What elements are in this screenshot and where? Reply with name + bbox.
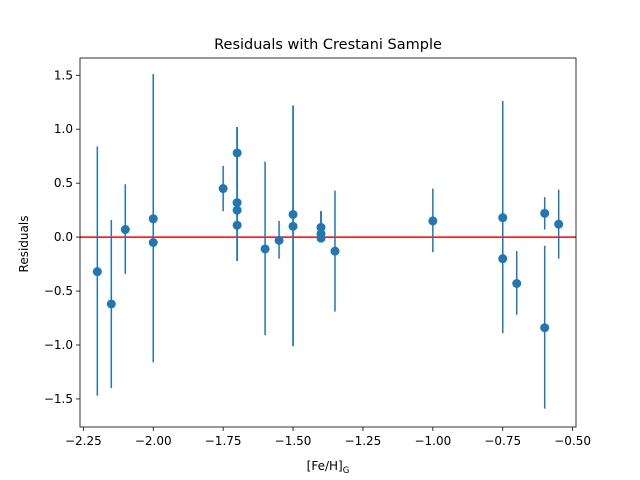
data-point-23 [540, 323, 550, 333]
x-axis-label: [Fe/H]G [307, 459, 350, 476]
x-tick-label-7: −0.50 [554, 434, 591, 448]
data-point-18 [428, 216, 438, 226]
data-point-13 [288, 221, 298, 231]
y-tick-label-1: −1.0 [44, 338, 73, 352]
axes-frame [79, 57, 577, 428]
x-tick-label-3: −1.50 [275, 434, 312, 448]
data-point-8 [232, 205, 242, 215]
data-point-5 [218, 184, 228, 194]
data-point-9 [232, 220, 242, 230]
data-point-20 [498, 254, 508, 264]
data-point-6 [232, 148, 242, 158]
data-point-4 [148, 238, 158, 247]
data-point-12 [288, 209, 298, 219]
data-point-10 [260, 244, 270, 254]
y-tick-label-4: 0.5 [54, 176, 73, 190]
y-tick-label-6: 1.5 [54, 68, 73, 82]
data-point-11 [274, 235, 284, 245]
x-axis-label-subscript: G [343, 466, 350, 476]
chart-title: Residuals with Crestani Sample [214, 37, 442, 53]
x-tick-label-6: −0.75 [484, 434, 521, 448]
x-tick-label-5: −1.00 [414, 434, 451, 448]
x-tick-label-1: −2.00 [135, 434, 172, 448]
data-point-21 [512, 279, 522, 288]
x-tick-label-0: −2.25 [65, 434, 102, 448]
x-axis-label-main: [Fe/H] [307, 459, 343, 473]
data-point-24 [554, 219, 564, 229]
data-point-0 [92, 267, 102, 277]
y-axis-label: Residuals [17, 216, 31, 273]
y-tick-label-3: 0.0 [54, 230, 73, 244]
data-point-2 [120, 225, 130, 235]
y-tick-label-2: −0.5 [44, 284, 73, 298]
data-point-14 [316, 222, 326, 232]
data-point-16 [316, 233, 326, 243]
y-tick-label-0: −1.5 [44, 392, 73, 406]
data-point-17 [330, 246, 340, 256]
data-point-7 [232, 198, 242, 208]
x-tick-label-2: −1.75 [205, 434, 242, 448]
data-point-22 [540, 208, 550, 218]
plot-area: −2.25 −2.00 −1.75 −1.50 −1.25 −1.00 −0.75 −0.50… [44, 57, 591, 448]
y-tick-label-5: 1.0 [54, 122, 73, 136]
x-tick-label-4: −1.25 [345, 434, 382, 448]
data-point-19 [498, 213, 508, 223]
data-point-1 [106, 299, 116, 309]
data-point-3 [148, 214, 158, 224]
